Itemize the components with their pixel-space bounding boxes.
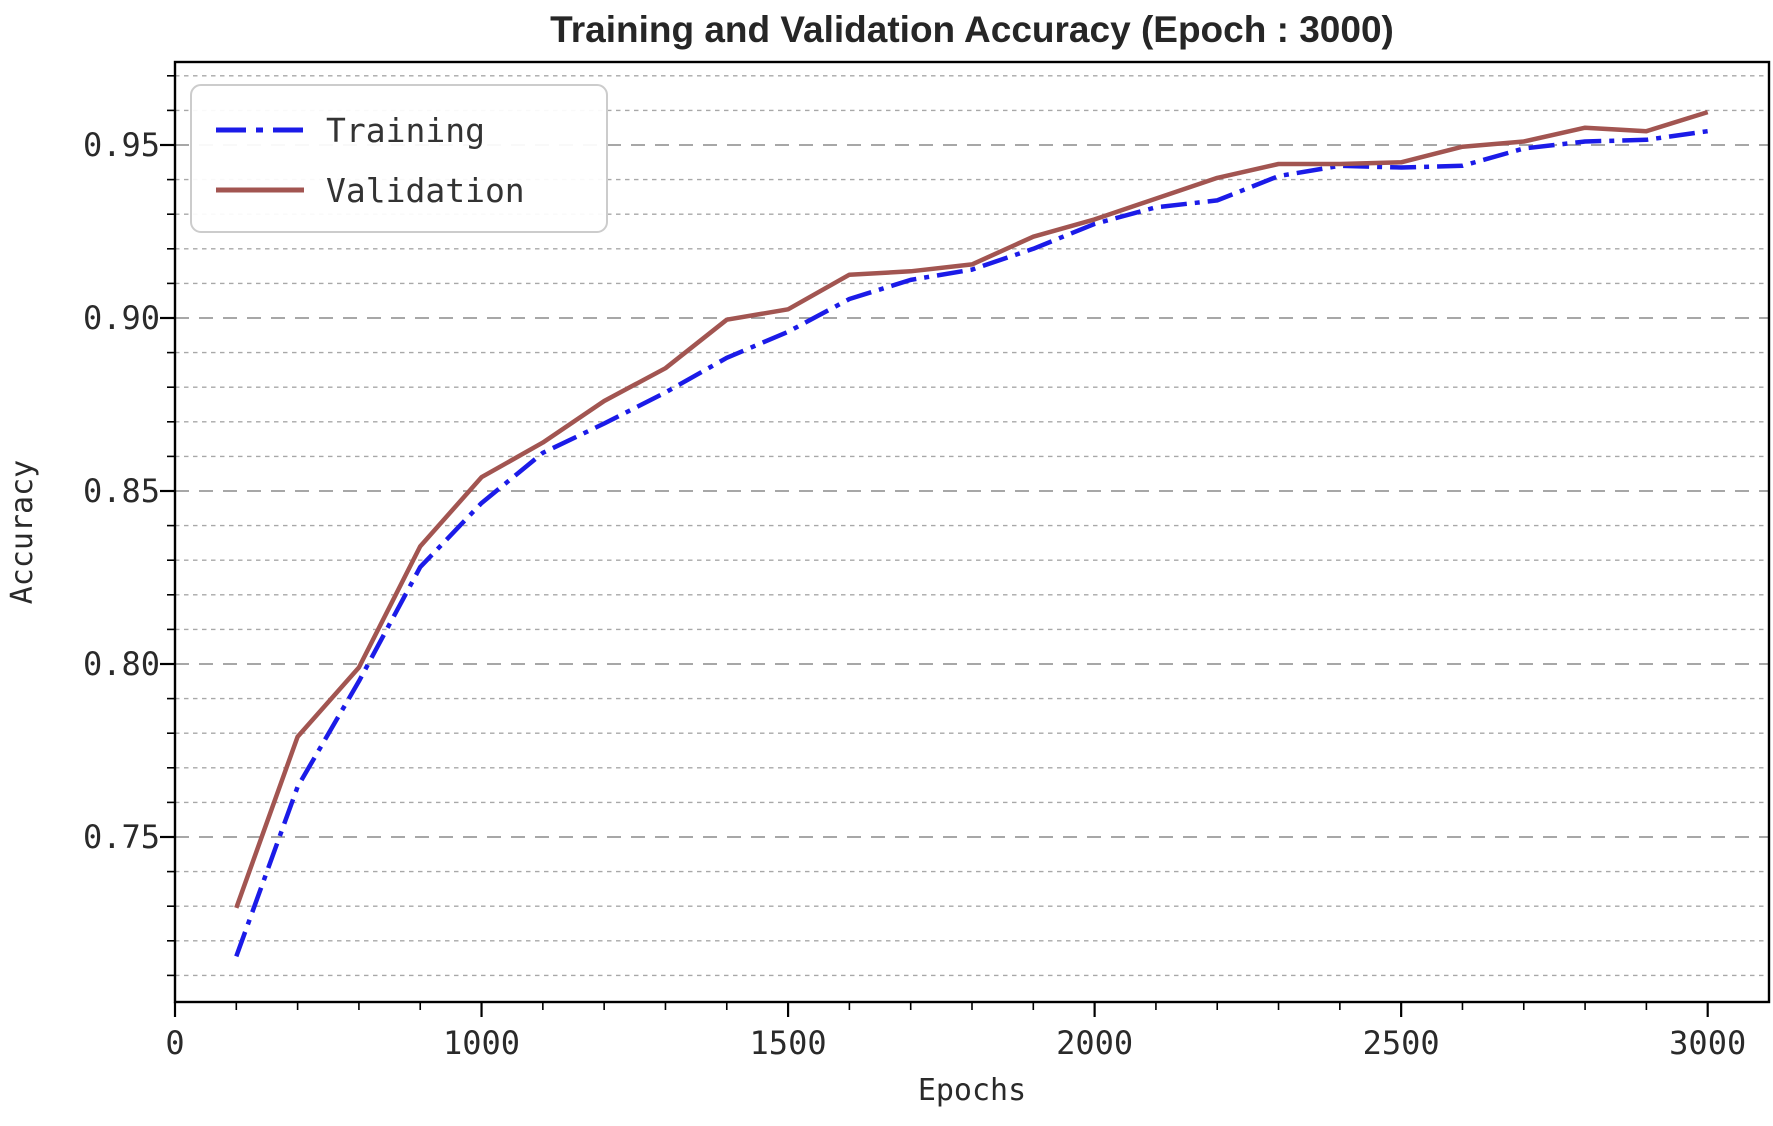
legend-label-validation: Validation (326, 171, 525, 210)
y-tick-label: 0.80 (83, 645, 160, 683)
y-axis-label: Accuracy (5, 460, 40, 605)
y-tick-label: 0.90 (83, 299, 160, 337)
x-tick-label: 3000 (1669, 1024, 1746, 1062)
legend-label-training: Training (326, 111, 485, 150)
x-axis-label: Epochs (918, 1073, 1026, 1108)
legend: Training Validation (190, 84, 608, 233)
x-tick-label: 1000 (443, 1024, 520, 1062)
x-tick-label: 0 (165, 1024, 184, 1062)
y-tick-label: 0.85 (83, 472, 160, 510)
chart-title: Training and Validation Accuracy (Epoch … (550, 9, 1394, 50)
series-training-line (234, 128, 1709, 958)
y-tick-label: 0.75 (83, 818, 160, 856)
tick-labels: 0 1000 1500 2000 2500 3000 0.75 0.80 0.85 0.90 0.9… (83, 126, 1746, 1062)
data-series (234, 109, 1709, 958)
y-tick-label: 0.95 (83, 126, 160, 164)
x-tick-label: 2000 (1056, 1024, 1133, 1062)
x-tick-label: 2500 (1363, 1024, 1440, 1062)
axis-ticks (160, 75, 1709, 1017)
x-tick-label: 1500 (750, 1024, 827, 1062)
legend-box (190, 84, 608, 233)
series-validation-line (234, 109, 1709, 909)
